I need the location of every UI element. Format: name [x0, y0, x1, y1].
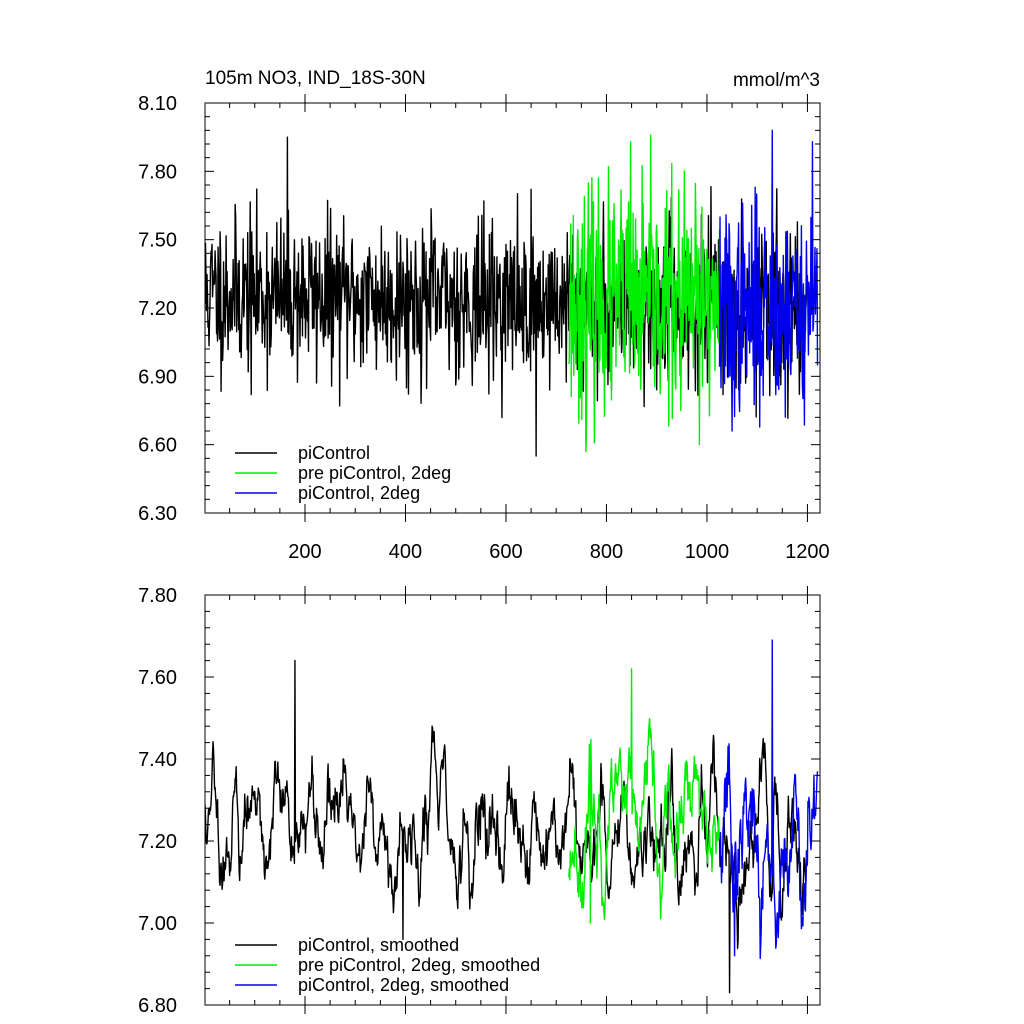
bottom-axis-ticks: 6.80 7.00 7.20 7.40 7.60 7.80	[138, 585, 820, 1017]
y-tick-label: 7.20	[138, 298, 177, 320]
x-tick-label: 600	[489, 541, 522, 563]
legend-label: piControl, 2deg, smoothed	[298, 975, 509, 995]
y-tick-label: 6.90	[138, 366, 177, 388]
y-tick-label: 7.80	[138, 161, 177, 183]
series-line-1	[205, 136, 809, 457]
x-tick-label: 800	[590, 541, 623, 563]
legend-label: pre piControl, 2deg, smoothed	[298, 955, 540, 975]
series-line-1	[205, 659, 809, 994]
legend-label: pre piControl, 2deg	[298, 463, 451, 483]
x-tick-label: 400	[389, 541, 422, 563]
series-line-3	[718, 639, 819, 960]
top-panel: 105m NO3, IND_18S-30N mmol/m^3 200 400 600…	[138, 68, 830, 563]
y-tick-label: 7.60	[138, 667, 177, 689]
y-tick-label: 6.60	[138, 435, 177, 457]
y-tick-label: 7.00	[138, 913, 177, 935]
bottom-plot-frame	[204, 594, 821, 1006]
legend-label: piControl, smoothed	[298, 935, 459, 955]
y-tick-label: 7.20	[138, 831, 177, 853]
x-tick-label: 200	[288, 541, 321, 563]
series-line-2	[568, 668, 721, 924]
y-tick-label: 6.80	[138, 995, 177, 1017]
y-tick-label: 7.80	[138, 585, 177, 607]
y-tick-label: 6.30	[138, 503, 177, 525]
bottom-panel: 6.80 7.00 7.20 7.40 7.60 7.80 piControl, smoo…	[138, 585, 821, 1017]
y-tick-label: 8.10	[138, 93, 177, 115]
x-tick-label: 1200	[785, 541, 830, 563]
top-series-lines	[205, 129, 819, 457]
top-axis-ticks: 200 400 600 800 1000 1200 6.30 6.60 6.90 7.20 7.50…	[138, 93, 830, 563]
legend-label: piControl, 2deg	[298, 483, 420, 503]
top-chart-title: 105m NO3, IND_18S-30N	[205, 68, 426, 89]
series-line-2	[568, 134, 721, 453]
series-line-3	[718, 129, 819, 432]
top-chart-units: mmol/m^3	[733, 70, 820, 91]
x-tick-label: 1000	[685, 541, 730, 563]
y-tick-label: 7.40	[138, 749, 177, 771]
y-tick-label: 7.50	[138, 230, 177, 252]
bottom-series-lines	[205, 639, 819, 994]
legend-label: piControl	[298, 443, 370, 463]
